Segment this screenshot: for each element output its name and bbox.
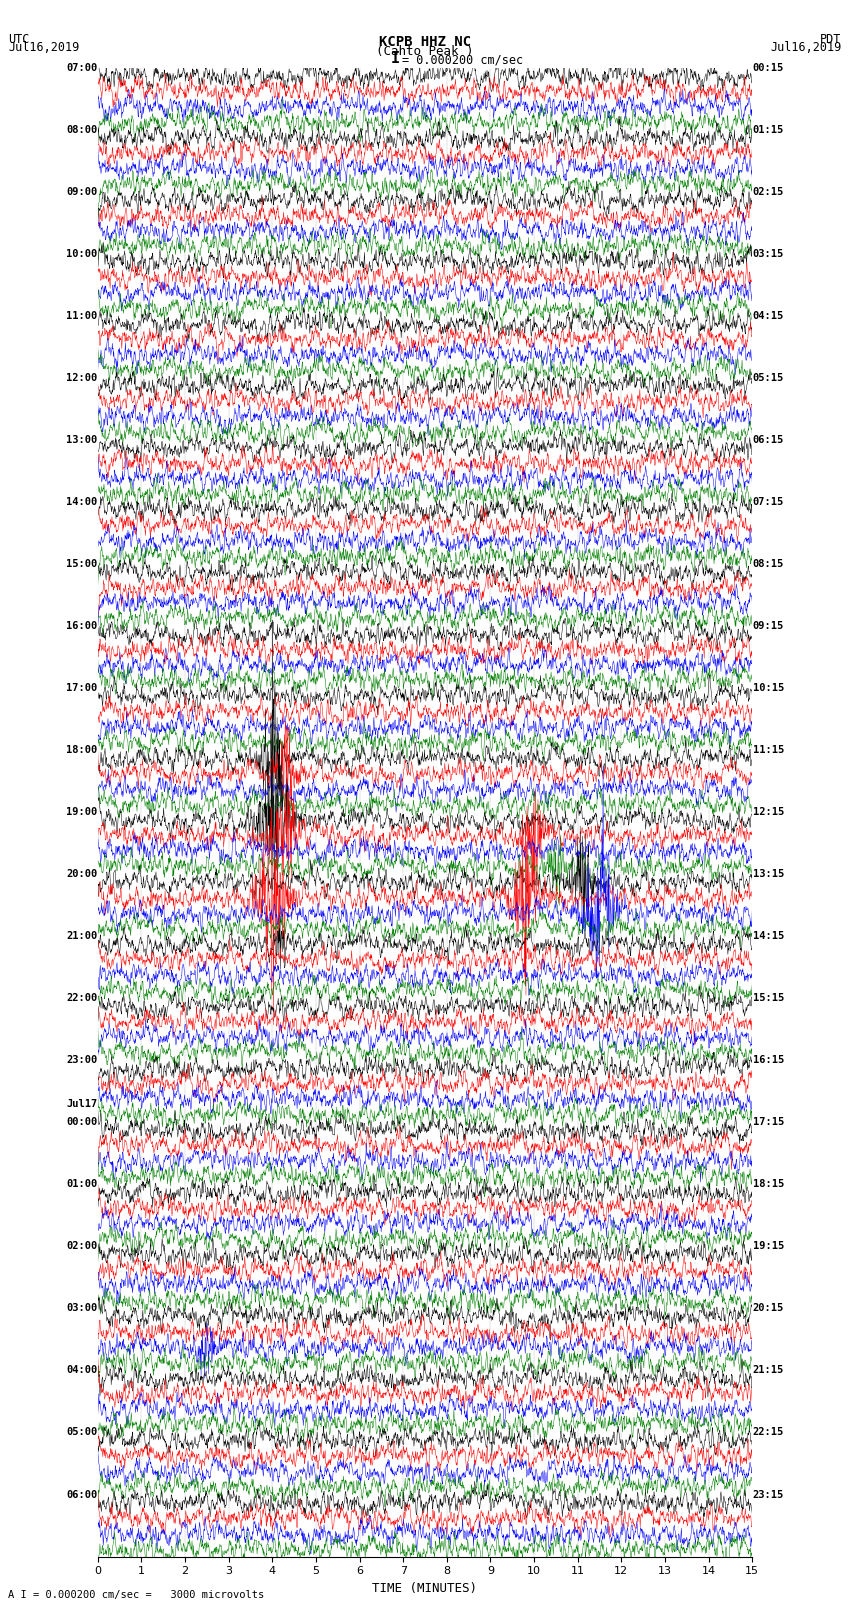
Text: 11:00: 11:00 — [66, 311, 97, 321]
Text: 10:15: 10:15 — [753, 682, 784, 694]
Text: UTC: UTC — [8, 32, 30, 45]
Text: = 0.000200 cm/sec: = 0.000200 cm/sec — [402, 53, 523, 66]
Text: 16:15: 16:15 — [753, 1055, 784, 1065]
Text: 09:00: 09:00 — [66, 187, 97, 197]
Text: 03:15: 03:15 — [753, 248, 784, 258]
Text: 11:15: 11:15 — [753, 745, 784, 755]
Text: 14:15: 14:15 — [753, 931, 784, 942]
Text: 08:00: 08:00 — [66, 124, 97, 135]
Text: 18:00: 18:00 — [66, 745, 97, 755]
Text: 12:00: 12:00 — [66, 373, 97, 382]
Text: 22:15: 22:15 — [753, 1428, 784, 1437]
Text: Jul16,2019: Jul16,2019 — [8, 40, 80, 53]
Text: 09:15: 09:15 — [753, 621, 784, 631]
Text: 17:00: 17:00 — [66, 682, 97, 694]
Text: 14:00: 14:00 — [66, 497, 97, 506]
Text: 19:15: 19:15 — [753, 1242, 784, 1252]
Text: 04:00: 04:00 — [66, 1366, 97, 1376]
Text: 10:00: 10:00 — [66, 248, 97, 258]
Text: 02:15: 02:15 — [753, 187, 784, 197]
Text: 00:15: 00:15 — [753, 63, 784, 73]
Text: 15:00: 15:00 — [66, 560, 97, 569]
Text: 02:00: 02:00 — [66, 1242, 97, 1252]
Text: 07:15: 07:15 — [753, 497, 784, 506]
Text: 23:00: 23:00 — [66, 1055, 97, 1065]
Text: KCPB HHZ NC: KCPB HHZ NC — [379, 35, 471, 50]
Text: Jul16,2019: Jul16,2019 — [770, 40, 842, 53]
Text: 01:00: 01:00 — [66, 1179, 97, 1189]
Text: 22:00: 22:00 — [66, 994, 97, 1003]
Text: A I = 0.000200 cm/sec =   3000 microvolts: A I = 0.000200 cm/sec = 3000 microvolts — [8, 1590, 264, 1600]
Text: 13:00: 13:00 — [66, 436, 97, 445]
Text: (Cahto Peak ): (Cahto Peak ) — [377, 45, 473, 58]
Text: 12:15: 12:15 — [753, 806, 784, 818]
Text: 05:00: 05:00 — [66, 1428, 97, 1437]
Text: 19:00: 19:00 — [66, 806, 97, 818]
Text: 15:15: 15:15 — [753, 994, 784, 1003]
Text: 05:15: 05:15 — [753, 373, 784, 382]
Text: 20:15: 20:15 — [753, 1303, 784, 1313]
Text: 03:00: 03:00 — [66, 1303, 97, 1313]
Text: Jul17: Jul17 — [66, 1098, 97, 1108]
Text: 16:00: 16:00 — [66, 621, 97, 631]
Text: 20:00: 20:00 — [66, 869, 97, 879]
Text: 17:15: 17:15 — [753, 1118, 784, 1127]
Text: 21:15: 21:15 — [753, 1366, 784, 1376]
Text: 08:15: 08:15 — [753, 560, 784, 569]
Text: 13:15: 13:15 — [753, 869, 784, 879]
Text: 04:15: 04:15 — [753, 311, 784, 321]
Text: PDT: PDT — [820, 32, 842, 45]
Text: 07:00: 07:00 — [66, 63, 97, 73]
Text: 00:00: 00:00 — [66, 1118, 97, 1127]
Text: 06:15: 06:15 — [753, 436, 784, 445]
Text: 18:15: 18:15 — [753, 1179, 784, 1189]
Text: I: I — [391, 52, 399, 66]
Text: 23:15: 23:15 — [753, 1489, 784, 1500]
Text: 01:15: 01:15 — [753, 124, 784, 135]
Text: 06:00: 06:00 — [66, 1489, 97, 1500]
X-axis label: TIME (MINUTES): TIME (MINUTES) — [372, 1582, 478, 1595]
Text: 21:00: 21:00 — [66, 931, 97, 942]
